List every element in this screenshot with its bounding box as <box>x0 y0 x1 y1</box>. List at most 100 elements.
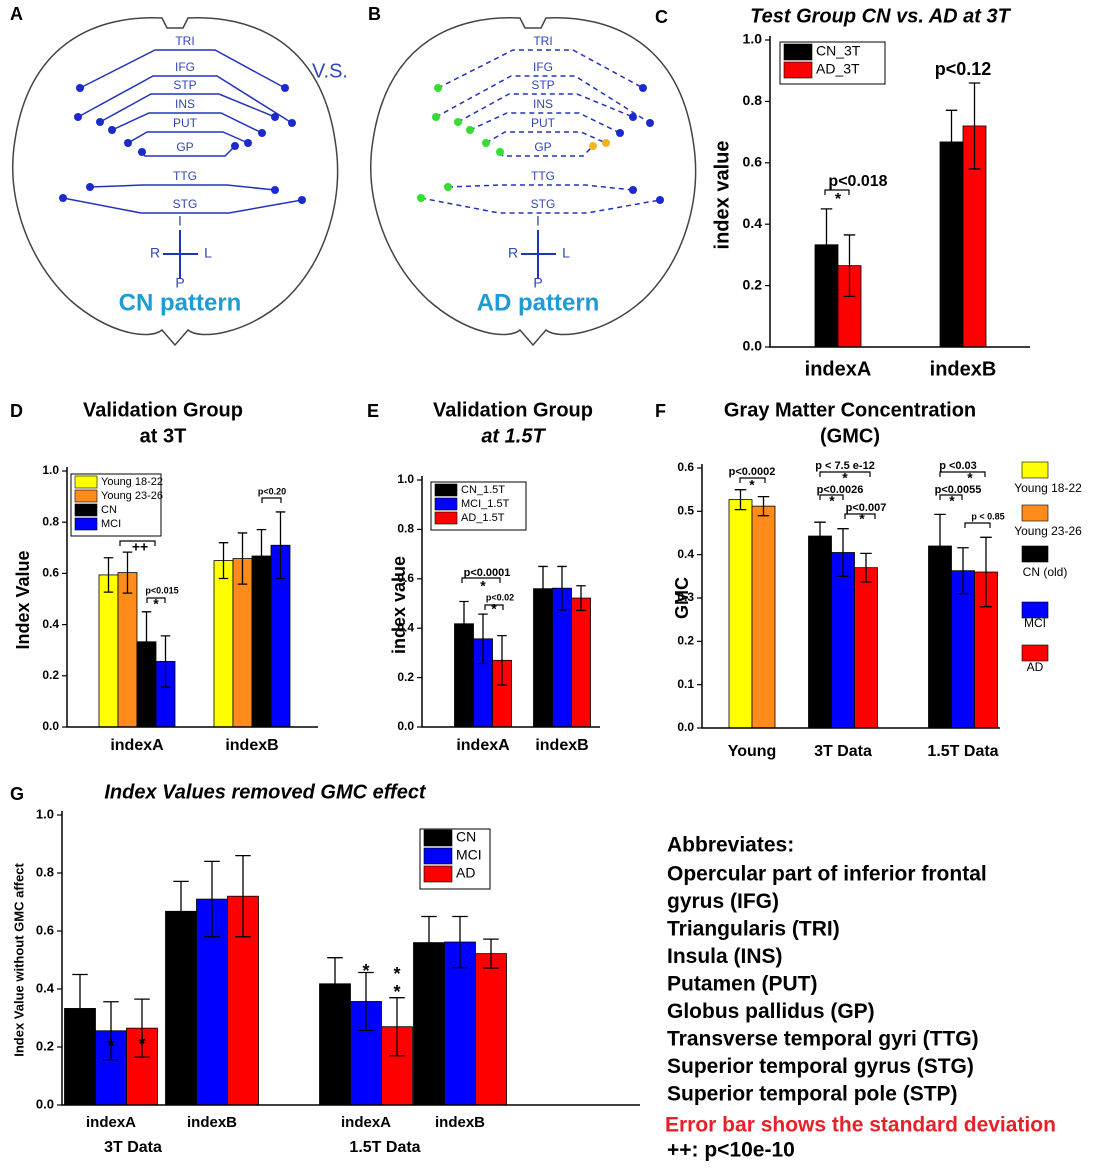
versus-label: V.S. <box>312 60 348 82</box>
annotation: p<0.02 <box>486 592 514 602</box>
y-tick-label: 0.5 <box>677 504 694 518</box>
error-bar <box>734 489 747 511</box>
node-dot <box>244 139 252 147</box>
y-axis-label: GMC <box>672 577 692 619</box>
node-dot <box>466 126 474 134</box>
significance-bracket <box>146 597 166 603</box>
connection <box>447 184 634 191</box>
brain-diagram: TRI IFG STP INS PUT GP TTG STG I R L PCN pattern A V.… <box>10 4 348 347</box>
annotation: * <box>107 1036 114 1056</box>
significance-bracket <box>484 604 504 610</box>
y-tick-label: 0.4 <box>397 620 414 634</box>
legend-swatch <box>74 489 98 503</box>
significance-bracket <box>964 522 991 528</box>
panel-letter: D <box>10 401 23 421</box>
connection <box>99 93 276 123</box>
y-tick-label: 0.6 <box>397 571 414 585</box>
legend-label: MCI <box>456 847 482 863</box>
chart-title: Validation Group <box>83 399 243 421</box>
node-dot <box>629 113 637 121</box>
node-dot <box>271 186 279 194</box>
legend-swatch <box>423 829 453 847</box>
error-bar <box>968 82 981 170</box>
x-tick-label: indexA <box>341 1114 391 1131</box>
bar <box>213 560 234 728</box>
bar <box>475 953 507 1106</box>
x-tick-label: indexA <box>805 358 872 380</box>
error-bar <box>483 938 499 969</box>
significance-bracket <box>844 513 876 519</box>
abbrev-line: Globus pallidus (GP) <box>667 1000 875 1023</box>
node-dot <box>231 142 239 150</box>
y-tick-label: 0.2 <box>42 668 59 682</box>
panel-letter: C <box>655 7 668 27</box>
connection <box>79 49 286 89</box>
error-bar <box>757 495 770 517</box>
y-axis-label: index value <box>389 556 409 654</box>
abbrev-line: Triangularis (TRI) <box>667 918 840 941</box>
annotation: p < 7.5 e-12 <box>815 460 875 472</box>
connection <box>437 49 644 89</box>
y-tick-label: 0.1 <box>677 677 694 691</box>
connection <box>77 75 293 124</box>
brain-diagram: TRI IFG STP INS PUT GP TTG STG I R L PAD pattern B <box>368 4 697 347</box>
error-bar <box>134 998 150 1058</box>
y-tick-label: 0.4 <box>677 547 694 561</box>
node-dot <box>432 113 440 121</box>
node-dot <box>616 129 624 137</box>
node-dot <box>86 183 94 191</box>
region-label: GP <box>534 140 551 154</box>
node-dot <box>589 142 597 150</box>
error-bar <box>820 208 833 282</box>
bar <box>728 499 753 729</box>
bar <box>808 535 832 729</box>
legend-label: MCI_1.5T <box>461 498 510 510</box>
node-dot <box>108 126 116 134</box>
axis <box>61 811 640 1106</box>
x-tick-label: indexB <box>535 737 588 754</box>
abbrev-note: Error bar shows the standard deviation <box>665 1114 1056 1137</box>
annotation: * <box>138 1034 145 1054</box>
legend-label: Young 18-22 <box>1014 481 1082 495</box>
node-dot <box>646 119 654 127</box>
pattern-caption: AD pattern <box>477 289 600 316</box>
node-dot <box>417 194 425 202</box>
orientation-label: I <box>536 213 540 229</box>
y-tick-label: 1.0 <box>397 472 414 486</box>
legend-swatch <box>783 43 813 61</box>
node-dot <box>482 139 490 147</box>
legend-label: AD_1.5T <box>461 512 505 524</box>
legend-swatch <box>74 475 98 489</box>
y-tick-label: 0.4 <box>42 617 59 631</box>
error-bar <box>218 542 229 580</box>
error-bar <box>814 521 826 551</box>
bar <box>854 567 878 729</box>
orientation-label: P <box>175 275 184 291</box>
error-bar <box>103 557 114 593</box>
annotation: p <0.03 <box>939 460 977 472</box>
brain-outline <box>12 17 339 347</box>
error-bar <box>122 551 133 594</box>
y-tick-label: 0.6 <box>743 154 763 170</box>
y-tick-label: 0.6 <box>36 922 54 937</box>
error-bar <box>459 600 469 647</box>
error-bar <box>173 880 189 942</box>
annotation: p<0.0002 <box>729 466 776 478</box>
bar <box>571 597 591 728</box>
abbrev-line: Putamen (PUT) <box>667 973 818 996</box>
y-tick-label: 0.2 <box>743 276 763 292</box>
annotation: * <box>480 578 486 594</box>
annotation: * <box>153 596 159 612</box>
node-dot <box>271 113 279 121</box>
group-label: 3T Data <box>104 1139 162 1156</box>
legend-swatch <box>434 511 458 525</box>
node-dot <box>298 196 306 204</box>
y-tick-label: 0.0 <box>677 720 694 734</box>
axis <box>701 464 1000 729</box>
error-bar <box>538 565 548 612</box>
x-tick-label: indexA <box>86 1114 136 1131</box>
y-tick-label: 0.2 <box>36 1038 54 1053</box>
panel-letter: F <box>655 401 666 421</box>
annotation: * <box>859 511 865 527</box>
